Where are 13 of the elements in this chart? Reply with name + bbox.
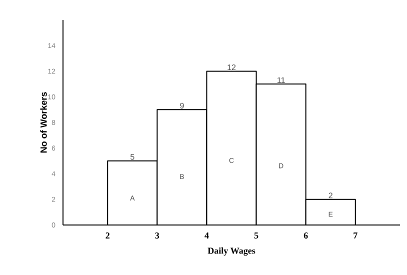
data-label: 12: [228, 64, 236, 70]
data-label: 2: [328, 192, 332, 198]
x-tick-label: 6: [304, 232, 308, 239]
data-label: 5: [130, 154, 134, 160]
x-axis-title: Daily Wages: [208, 247, 256, 256]
y-axis-title: No of Workers: [40, 92, 47, 153]
data-label: 11: [278, 77, 285, 83]
x-tick-label: 5: [254, 232, 258, 239]
x-tick-label: 2: [106, 232, 110, 238]
data-label: 9: [180, 102, 184, 108]
x-tick-label: 7: [354, 232, 358, 238]
x-tick-label: 3: [155, 232, 160, 239]
x-tick-label: 4: [204, 232, 209, 238]
